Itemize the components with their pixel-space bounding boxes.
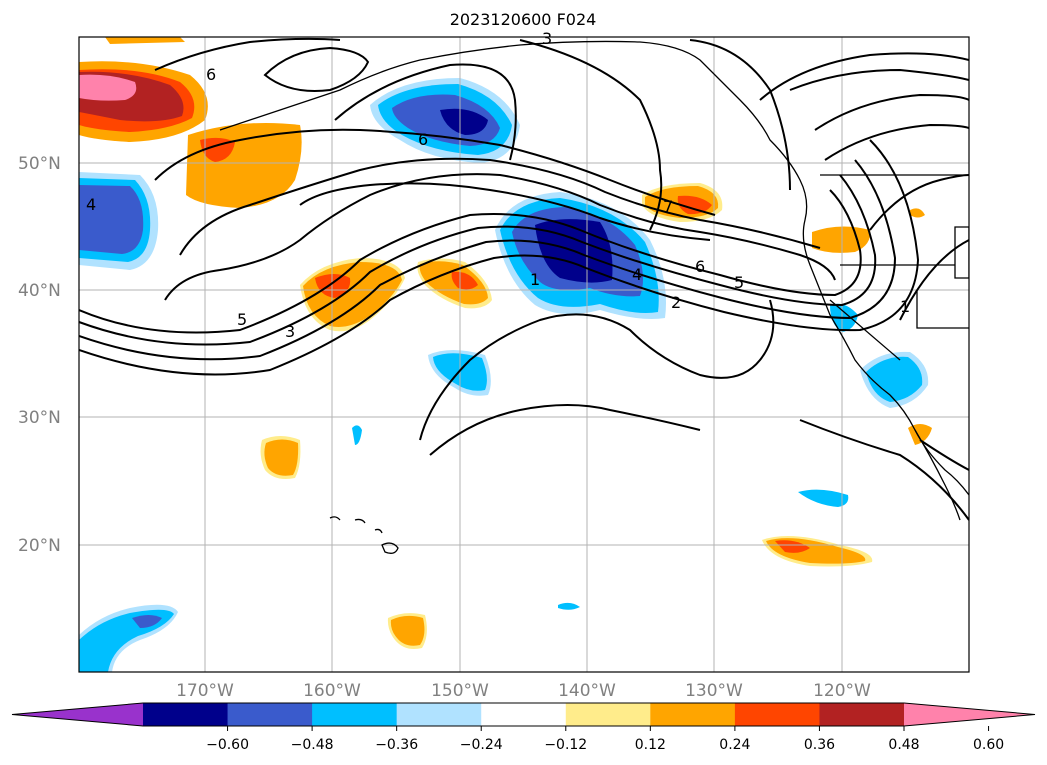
contour-label: 1 (530, 270, 540, 289)
colorbar-tick-label: 0.12 (635, 737, 666, 753)
contour-label: 6 (206, 65, 216, 84)
contour-line (79, 174, 877, 346)
contour-label: 4 (632, 265, 642, 284)
lat-label: 20°N (18, 536, 61, 556)
hawaii-islands (329, 516, 399, 554)
contour-label: 6 (695, 257, 705, 276)
lat-label: 40°N (18, 281, 61, 301)
contour-label: 7 (663, 197, 673, 216)
contour-line (154, 128, 716, 216)
contour-labels: 6 4 5 3 1 4 6 7 5 2 1 6 3 (86, 29, 910, 341)
anomaly-orange-155w (300, 258, 492, 332)
contour-line (814, 93, 969, 131)
shaded-anomaly-fields (79, 37, 932, 672)
graticule (79, 37, 969, 672)
contour-line (164, 173, 836, 301)
contour-label: 5 (734, 273, 744, 292)
contour-label: 6 (418, 130, 428, 149)
lon-label: 120°W (813, 681, 871, 701)
lat-label: 50°N (18, 154, 61, 174)
contour-line (154, 37, 341, 71)
colorbar-outline (11, 702, 1036, 727)
colorbar-segment (227, 703, 313, 726)
contour-line (179, 157, 821, 256)
contour-line (824, 123, 969, 161)
colorbar-segment (650, 703, 736, 726)
state-border (829, 299, 901, 361)
coastline-baja (914, 429, 961, 521)
lon-label: 160°W (303, 681, 361, 701)
colorbar-segment (819, 703, 905, 726)
contour-line (79, 139, 920, 376)
anomaly-blue-west (79, 172, 159, 270)
contour-line (919, 439, 969, 471)
colorbar-segment (481, 703, 567, 726)
contour-line (899, 239, 969, 321)
anomaly-blue-center (495, 192, 666, 319)
contour-line (689, 39, 791, 191)
contour-label: 3 (542, 29, 552, 48)
contour-line (79, 159, 897, 361)
colorbar-extend-max (904, 703, 1035, 726)
contour-line (789, 68, 969, 91)
anomaly-orange-165w (186, 122, 302, 208)
lon-label: 150°W (431, 681, 489, 701)
lon-label: 170°W (176, 681, 234, 701)
colorbar-tick-label: 0.60 (973, 737, 1004, 753)
contour-label: 3 (285, 322, 295, 341)
colorbar-segment (143, 703, 229, 726)
contour-line (759, 52, 969, 101)
map-frame (78, 36, 970, 673)
colorbar-segment (565, 703, 651, 726)
contour-label: 5 (237, 310, 247, 329)
anomaly-blue-125w-23n (798, 489, 849, 507)
contour-line (79, 189, 862, 334)
colorbar-tick-label: −0.36 (375, 737, 418, 753)
longitude-labels: 170°W 160°W 150°W 140°W 130°W 120°W (176, 681, 871, 701)
lon-label: 130°W (685, 681, 743, 701)
colorbar-segment (396, 703, 482, 726)
anomaly-nw-positive (79, 37, 208, 142)
colorbar-tick-label: 0.36 (804, 737, 835, 753)
colorbar-tick-label: −0.24 (460, 737, 503, 753)
colorbar-tick-label: −0.12 (544, 737, 587, 753)
contour-line (799, 419, 969, 521)
contour-label: 2 (671, 293, 681, 312)
map-title: 2023120600 F024 (450, 10, 597, 29)
colorbar: −0.60 −0.48 −0.36 −0.24 −0.12 0.12 0.24 0.36 0.4… (11, 702, 1036, 753)
coastline-na (219, 40, 969, 496)
map-panel: 6 4 5 3 1 4 6 7 5 2 1 6 3 (78, 29, 970, 673)
colorbar-tick-label: 0.24 (719, 737, 750, 753)
contour-label: 4 (86, 195, 96, 214)
colorbar-tick-label: −0.60 (206, 737, 249, 753)
contour-label: 1 (900, 297, 910, 316)
state-borders (820, 174, 969, 329)
colorbar-segment (734, 703, 820, 726)
coastlines (219, 40, 969, 554)
colorbar-extend-min (12, 703, 143, 726)
contour-line (334, 63, 517, 161)
colorbar-tick-label: 0.48 (888, 737, 919, 753)
colorbar-tick-label: −0.48 (291, 737, 334, 753)
colorbar-segment (312, 703, 398, 726)
contour-line (519, 39, 663, 231)
lon-label: 140°W (558, 681, 616, 701)
contour-lines (79, 37, 969, 521)
latitude-labels: 50°N 40°N 30°N 20°N (18, 154, 61, 556)
contour-line (263, 46, 370, 92)
contour-line (419, 299, 775, 441)
contour-line (429, 404, 701, 456)
lat-label: 30°N (18, 408, 61, 428)
contour-line (299, 182, 711, 241)
